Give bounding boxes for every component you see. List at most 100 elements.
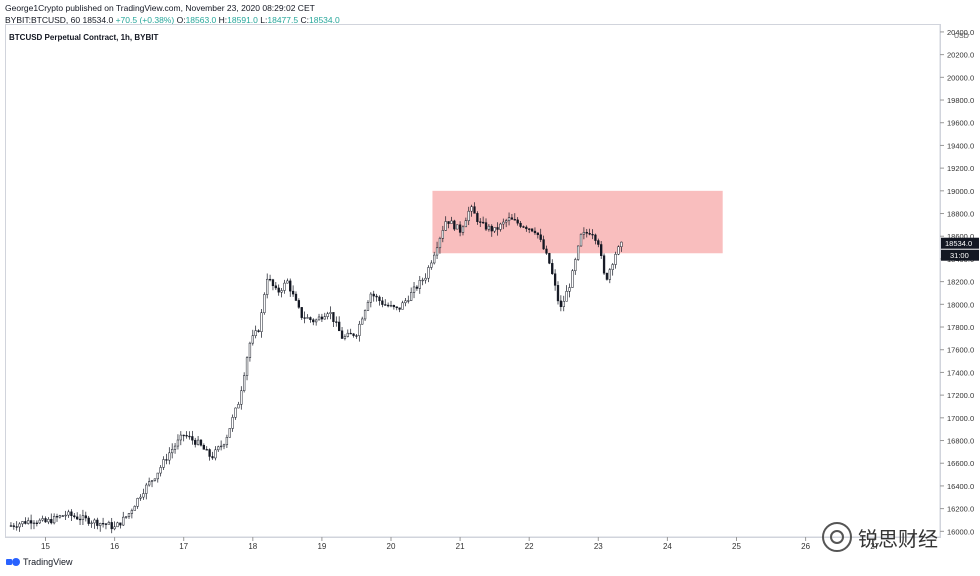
candle-body [441, 230, 444, 239]
candle-body [217, 446, 220, 451]
candle-body [447, 221, 450, 224]
x-tick-label: 16 [110, 542, 119, 551]
candle-body [21, 521, 24, 525]
x-tick-label: 19 [317, 542, 326, 551]
candle-body [476, 213, 479, 222]
candle-body [505, 220, 508, 223]
candle-body [378, 296, 381, 302]
candle-body [530, 228, 534, 232]
candle-body [556, 285, 560, 302]
candle-body [130, 510, 134, 514]
candle-body [93, 519, 96, 524]
candle-body [245, 357, 249, 376]
candle-body [182, 434, 185, 437]
candle-body [358, 323, 361, 336]
y-tick-label: 18800.0 [947, 210, 974, 219]
candle-body [456, 224, 459, 230]
candle-body [461, 226, 465, 233]
candle-body [617, 246, 620, 255]
y-tick-label: 18200.0 [947, 278, 974, 287]
candle-body [332, 312, 335, 322]
countdown-label: 31:00 [950, 251, 969, 260]
candle-body [291, 290, 295, 295]
candle-body [611, 264, 614, 270]
y-tick-label: 20000.0 [947, 73, 974, 82]
candle-body [600, 244, 603, 256]
candle-body [55, 516, 59, 518]
candle-body [424, 277, 427, 281]
candle-body [519, 222, 522, 227]
candle-body [395, 306, 398, 309]
candle-body [579, 233, 583, 247]
candle-body [418, 280, 421, 289]
candle-body [602, 255, 606, 274]
candle-body [96, 519, 99, 526]
candle-body [225, 437, 229, 446]
candle-body [562, 300, 565, 307]
candle-body [214, 449, 217, 459]
candle-body [50, 519, 53, 524]
candle-body [326, 313, 329, 317]
candle-body [18, 523, 21, 528]
y-tick-label: 19200.0 [947, 164, 974, 173]
y-tick-label: 18600.0 [947, 232, 974, 241]
candle-body [78, 518, 82, 521]
candle-body [533, 230, 537, 234]
candle-body [481, 221, 485, 224]
candle-body [464, 220, 468, 228]
candle-body [271, 279, 275, 287]
candle-body [145, 484, 148, 494]
candle-body [548, 253, 551, 264]
candle-body [81, 515, 85, 520]
candle-body [35, 522, 39, 524]
candle-body [369, 293, 372, 303]
candle-body [522, 226, 525, 228]
y-tick-label: 20400.0 [947, 28, 974, 37]
candle-body [300, 307, 303, 318]
candle-body [608, 269, 611, 280]
candle-body [24, 521, 27, 524]
candle-body [47, 519, 50, 523]
y-tick-label: 17000.0 [947, 414, 974, 423]
candle-body [574, 259, 577, 272]
candle-body [484, 222, 488, 230]
candle-body [381, 300, 384, 305]
candle-body [70, 511, 73, 516]
candle-body [289, 280, 292, 292]
candle-body [188, 435, 191, 438]
candle-body [536, 232, 539, 235]
candle-body [366, 301, 370, 311]
candle-body [303, 317, 306, 319]
candle-body [101, 523, 105, 525]
candle-body [283, 282, 286, 291]
candle-body [323, 316, 326, 320]
candle-body [29, 520, 33, 524]
candle-body [38, 519, 41, 524]
candle-body [234, 407, 237, 418]
footer-brand: TradingView [6, 557, 73, 567]
x-tick-label: 17 [179, 542, 188, 551]
candle-body [352, 333, 355, 336]
candle-body [473, 206, 476, 214]
candle-body [277, 287, 280, 293]
candle-body [124, 516, 128, 518]
candle-body [202, 445, 206, 450]
candle-body [363, 310, 367, 320]
candle-body [205, 449, 208, 451]
candle-body [64, 514, 67, 517]
candle-body [375, 295, 378, 298]
candle-body [493, 227, 496, 232]
candle-body [150, 480, 154, 482]
watermark: 锐思财经 [822, 522, 938, 552]
candle-body [404, 300, 407, 304]
price-tag-label: 18534.0 [945, 239, 972, 248]
y-tick-label: 19000.0 [947, 187, 974, 196]
candle-body [27, 520, 30, 524]
candle-body [237, 404, 240, 409]
high-label: H: [218, 15, 228, 25]
candle-body [280, 290, 283, 293]
candle-body [444, 221, 447, 231]
candle-body [510, 217, 514, 220]
candle-body [268, 278, 272, 281]
